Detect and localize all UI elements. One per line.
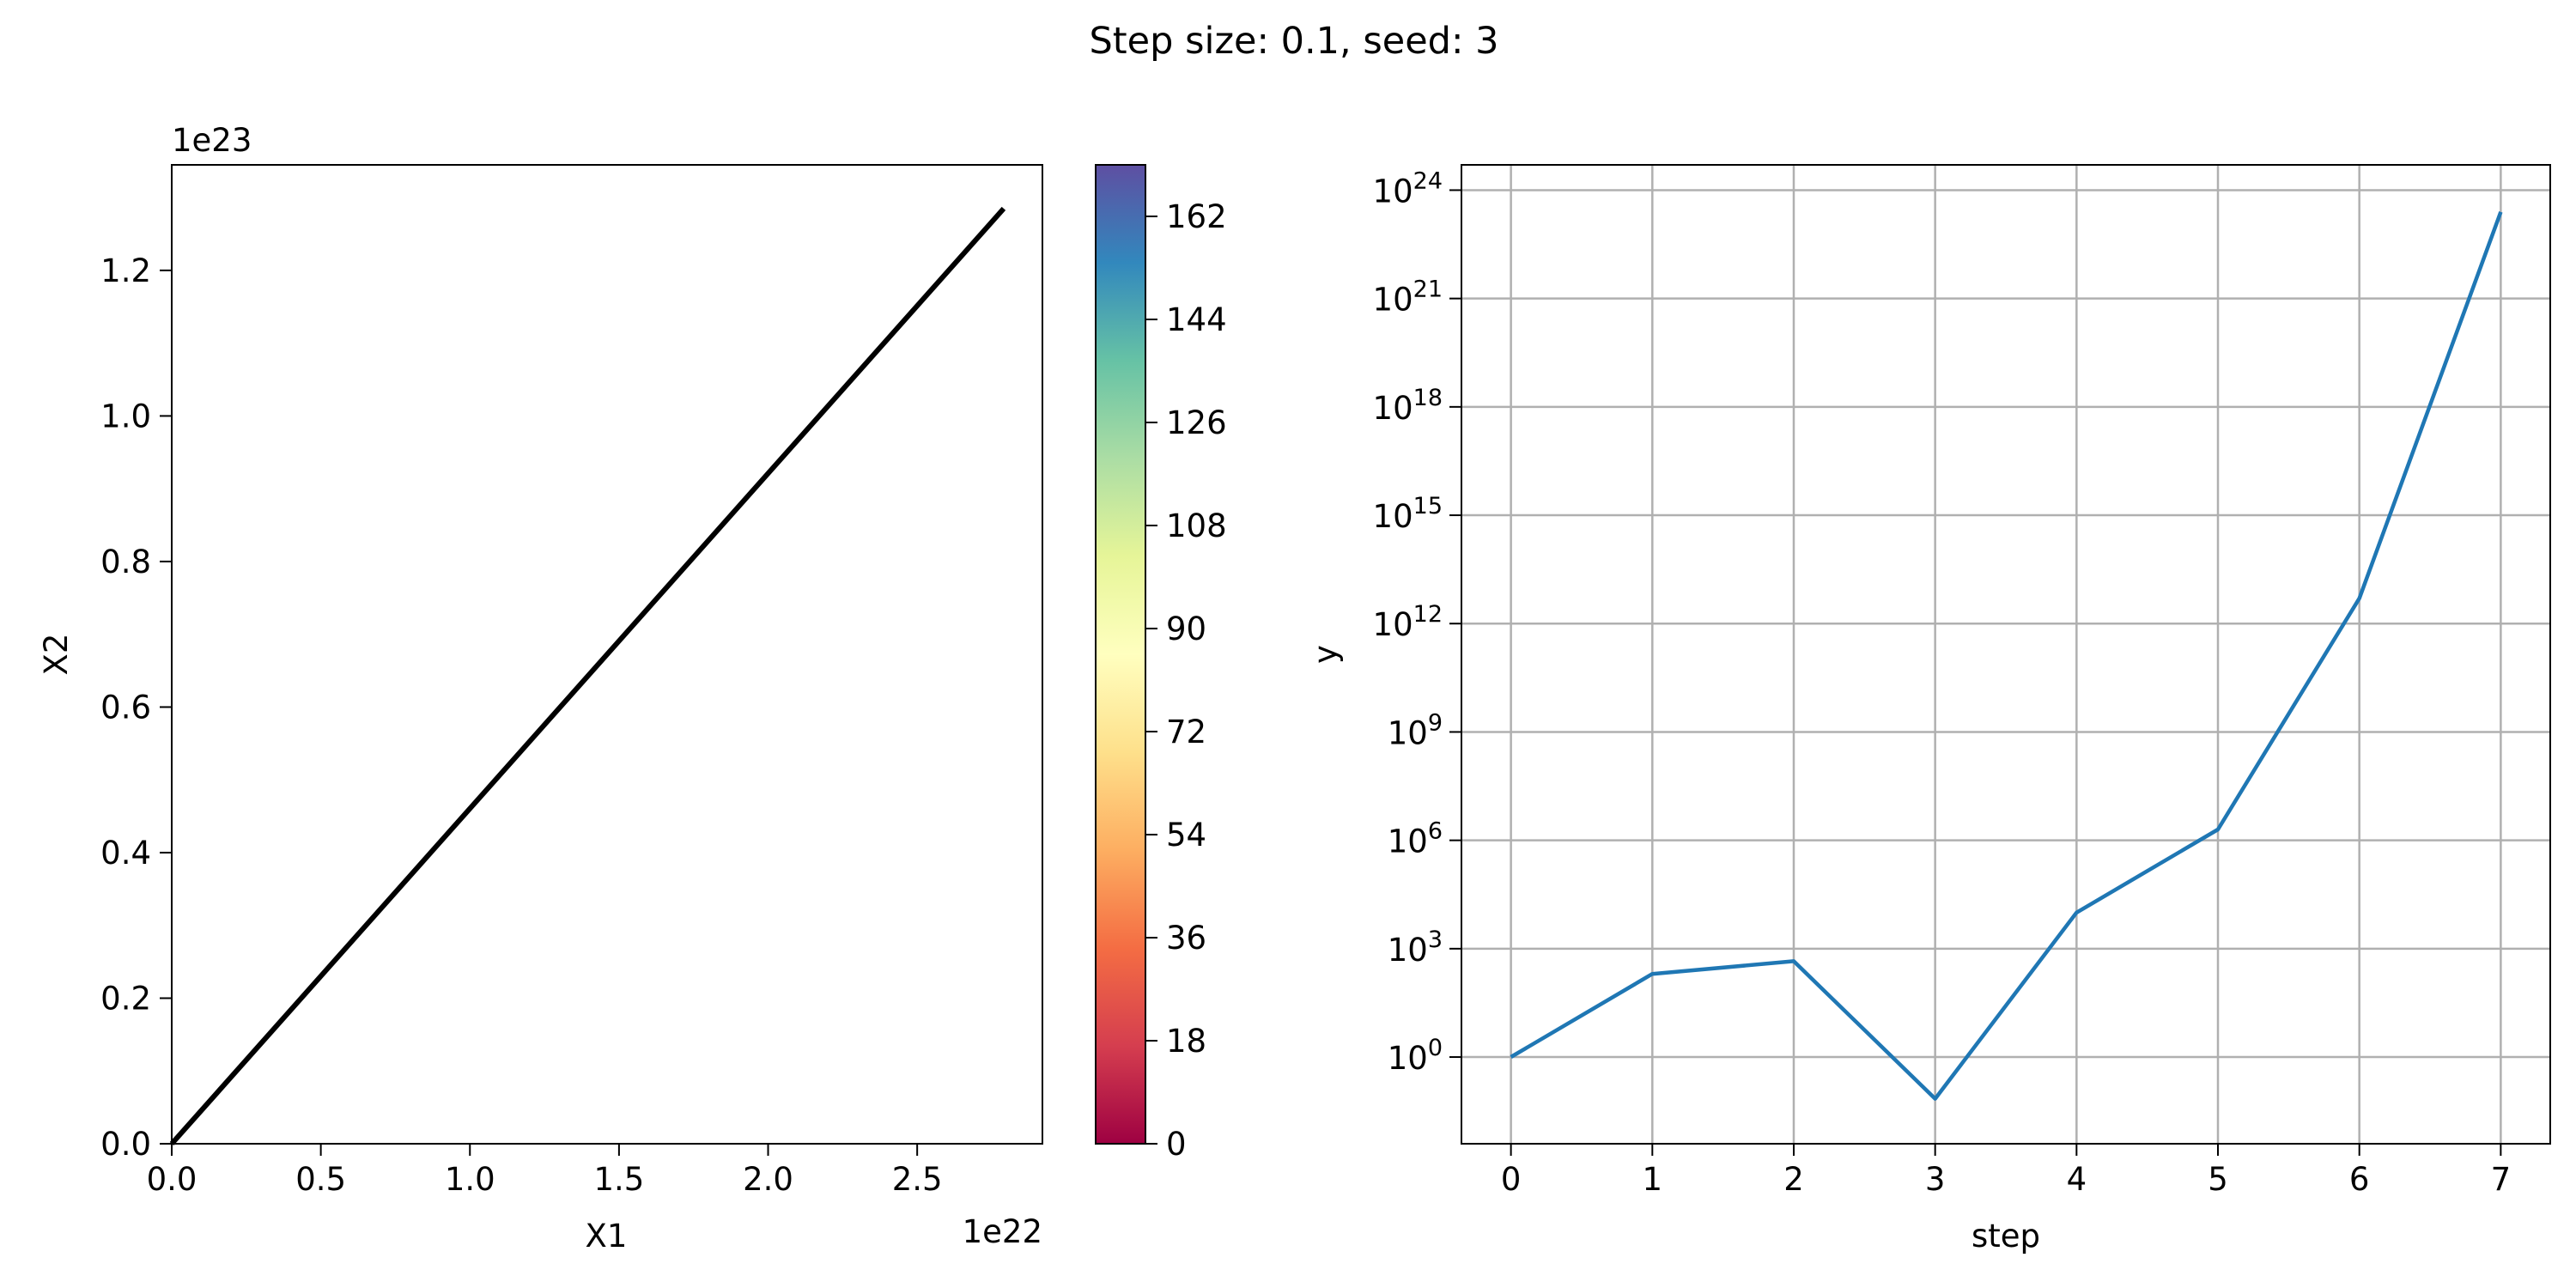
log-x-tick-label: 4	[2067, 1161, 2087, 1198]
log-x-tick-label: 0	[1501, 1161, 1522, 1198]
log-y-tick-label: 1024	[1373, 167, 1443, 210]
log-x-tick-label: 7	[2491, 1161, 2512, 1198]
phase-plot-y-offset: 1e23	[172, 122, 252, 159]
phase-y-tick-label: 0.2	[100, 980, 151, 1017]
colorbar-tick-label: 90	[1166, 611, 1206, 647]
log-y-tick-label: 106	[1388, 818, 1443, 860]
log-plot-background	[1461, 165, 2550, 1144]
log-plot-y-label: y	[1307, 645, 1344, 664]
log-y-tick-label: 109	[1388, 709, 1443, 751]
phase-plot-x-offset: 1e22	[963, 1213, 1042, 1250]
y-series-line	[1510, 211, 2503, 1101]
phase-plot-series-group	[169, 206, 1006, 1145]
phase-x-tick-label: 1.5	[593, 1161, 644, 1198]
phase-plot-y-ticks: 0.0 0.2 0.4 0.6 0.8 1.0 1.2	[100, 252, 172, 1163]
phase-plot-y-label: X2	[38, 634, 75, 676]
phase-x-tick-label: 2.0	[743, 1161, 793, 1198]
log-y-tick-label: 103	[1388, 927, 1443, 969]
log-y-tick-label: 100	[1388, 1035, 1443, 1077]
log-plot-x-label: step	[1971, 1218, 2040, 1255]
colorbar-tick-label: 108	[1166, 507, 1227, 544]
log-plot-x-ticks: 0 1 2 3 4 5 6 7	[1501, 1144, 2511, 1198]
phase-y-tick-label: 0.8	[100, 544, 151, 580]
log-plot-series-group	[1510, 211, 2503, 1101]
log-y-tick-label: 1021	[1373, 276, 1443, 319]
phase-y-tick-label: 0.4	[100, 835, 151, 872]
log-plot-frame	[1461, 164, 2551, 1145]
colorbar-tick-label: 18	[1166, 1023, 1206, 1060]
phase-trajectory-line	[169, 206, 1006, 1145]
log-plot-grid	[1461, 165, 2550, 1144]
phase-x-tick-label: 0.0	[147, 1161, 197, 1198]
log-x-tick-label: 5	[2208, 1161, 2228, 1198]
phase-x-tick-label: 1.0	[445, 1161, 495, 1198]
log-y-tick-label: 1018	[1373, 385, 1443, 427]
log-x-tick-label: 1	[1643, 1161, 1663, 1198]
phase-plot-x-ticks: 0.0 0.5 1.0 1.5 2.0 2.5	[147, 1144, 943, 1198]
figure-title: Step size: 0.1, seed: 3	[1090, 20, 1499, 63]
phase-y-tick-label: 0.0	[100, 1126, 151, 1163]
colorbar-tick-label: 162	[1166, 198, 1227, 235]
log-y-tick-label: 1015	[1373, 493, 1443, 535]
log-x-tick-label: 6	[2349, 1161, 2370, 1198]
colorbar: 0 18 36 54 72 90 108 126 144 162	[1095, 164, 1227, 1163]
phase-plot-frame	[171, 164, 1043, 1145]
colorbar-tick-label: 144	[1166, 301, 1227, 338]
log-plot: 0 1 2 3 4 5 6 7 100 103 106 109 1012 1015 1018 1021 102…	[1307, 164, 2551, 1255]
phase-y-tick-label: 1.2	[100, 252, 151, 289]
phase-plot-x-label: X1	[586, 1218, 628, 1255]
log-plot-y-ticks: 100 103 106 109 1012 1015 1018 1021 1024	[1373, 167, 1461, 1077]
colorbar-tick-label: 54	[1166, 817, 1206, 854]
colorbar-ticks: 0 18 36 54 72 90 108 126 144 162	[1145, 198, 1227, 1163]
log-y-tick-label: 1012	[1373, 601, 1443, 643]
colorbar-tick-label: 126	[1166, 404, 1227, 441]
log-x-tick-label: 3	[1925, 1161, 1946, 1198]
phase-x-tick-label: 2.5	[892, 1161, 943, 1198]
colorbar-tick-label: 36	[1166, 920, 1206, 957]
phase-x-tick-label: 0.5	[295, 1161, 346, 1198]
colorbar-gradient	[1095, 164, 1146, 1145]
phase-y-tick-label: 1.0	[100, 398, 151, 434]
log-x-tick-label: 2	[1783, 1161, 1804, 1198]
colorbar-tick-label: 0	[1166, 1126, 1187, 1163]
phase-y-tick-label: 0.6	[100, 689, 151, 726]
colorbar-tick-label: 72	[1166, 714, 1206, 750]
phase-plot: 0.0 0.5 1.0 1.5 2.0 2.5 0.0 0.2 0.4 0.6 0.8 1.0 1.2…	[38, 122, 1043, 1255]
